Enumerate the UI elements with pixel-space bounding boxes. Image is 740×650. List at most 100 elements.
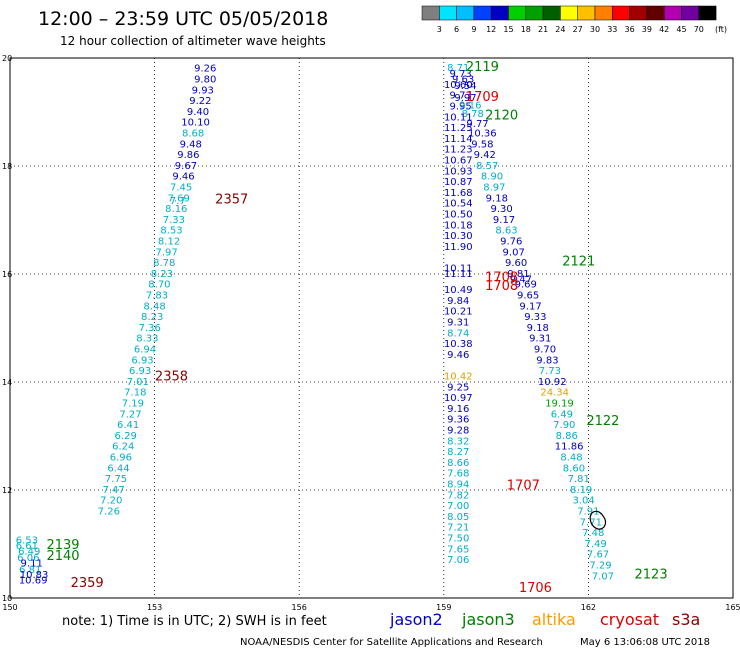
satellite-legend-entry: altika (532, 610, 576, 629)
wave-height-point: 9.26 (194, 64, 216, 75)
wave-height-point: 10.38 (444, 339, 473, 350)
colorbar-label: 24 (555, 25, 565, 34)
wave-height-point: 7.91 (577, 507, 599, 518)
wave-height-point: 7.50 (447, 534, 469, 545)
wave-height-point: 8.32 (447, 436, 469, 447)
wave-height-point: 10.54 (444, 199, 473, 210)
wave-height-point: 8.05 (447, 512, 469, 523)
wave-height-point: 8.70 (148, 280, 170, 291)
wave-height-point: 10.49 (444, 285, 473, 296)
x-tick-label: 159 (436, 603, 451, 612)
wave-height-point: 8.97 (483, 183, 505, 194)
wave-height-point: 8.48 (143, 301, 165, 312)
wave-height-point: 7.20 (100, 496, 122, 507)
wave-height-point: 9.63 (452, 75, 474, 86)
wave-height-point: 6.06 (17, 553, 39, 564)
pass-label: 1708 (485, 279, 518, 294)
satellite-legend: jason2 jason3 altika cryosat s3a (389, 610, 700, 629)
pass-label: 1707 (507, 479, 540, 494)
plot-frame (9, 57, 734, 599)
colorbar-swatch (629, 5, 648, 21)
wave-height-point: 7.69 (168, 193, 190, 204)
wave-height-point: 8.71 (447, 63, 469, 74)
wave-height-point: 8.74 (447, 328, 469, 339)
pass-label: 2140 (46, 549, 79, 564)
wave-height-point: 10.21 (444, 307, 473, 318)
colorbar-swatch (698, 5, 717, 21)
wave-height-point: 9.86 (177, 150, 199, 161)
wave-height-point: 6.61 (16, 541, 38, 552)
wave-height-point: 9.73 (450, 69, 472, 80)
wave-height-point: 7.47 (102, 485, 124, 496)
wave-height-point: 9.76 (500, 237, 522, 248)
chart-title: 12:00 – 23:59 UTC 05/05/2018 (38, 8, 328, 30)
colorbar-swatch (421, 5, 440, 21)
colorbar-swatch (577, 5, 596, 21)
wave-height-point: 7.45 (170, 183, 192, 194)
wave-height-point: 9.25 (447, 382, 469, 393)
wave-height-point: 6.96 (110, 453, 132, 464)
wave-height-point: 9.28 (447, 426, 469, 437)
colorbar-swatch (594, 5, 613, 21)
wave-height-point: 7.83 (146, 291, 168, 302)
x-tick-label: 153 (147, 603, 162, 612)
wave-height-point: 7.29 (589, 561, 611, 572)
wave-height-point: 10.67 (444, 156, 473, 167)
x-tick-label: 162 (581, 603, 596, 612)
wave-height-point: 7.48 (582, 528, 604, 539)
wave-height-point: 8.78 (462, 109, 484, 120)
wave-height-points: 9.269.809.939.229.4010.108.689.489.869.6… (16, 63, 614, 586)
wave-height-point: 9.11 (21, 558, 43, 569)
wave-height-point: 8.60 (563, 463, 585, 474)
satellite-legend-entry: jason3 (461, 610, 515, 629)
colorbar-label: 18 (521, 25, 531, 34)
colorbar-label: 27 (573, 25, 583, 34)
wave-height-point: 10.50 (444, 210, 473, 221)
x-tick-label: 150 (2, 603, 17, 612)
wave-height-point: 7.36 (139, 323, 161, 334)
colorbar-label: 21 (538, 25, 548, 34)
wave-height-point: 10.36 (468, 129, 497, 140)
wave-height-point: 7.07 (592, 571, 614, 582)
wave-height-point: 8.94 (447, 480, 469, 491)
axis-ticks: 150 153 156 159 162 165 10 12 14 16 18 20 (2, 54, 740, 612)
colorbar-label: 39 (642, 25, 652, 34)
colorbar-swatch (612, 5, 630, 21)
pass-label: 1706 (519, 581, 552, 596)
wave-height-point: 9.17 (493, 215, 515, 226)
satellite-legend-entry: cryosat (600, 610, 659, 629)
colorbar-swatch (663, 5, 682, 21)
wave-height-point: 11.23 (444, 145, 473, 156)
wave-height-point: 7.01 (127, 377, 149, 388)
wave-height-point: 7.33 (163, 215, 185, 226)
wave-height-point: 10.97 (444, 393, 473, 404)
wave-height-point: 6.94 (134, 345, 156, 356)
colorbar-swatch (473, 5, 492, 21)
pass-label: 2359 (71, 576, 104, 591)
wave-height-point: 9.69 (515, 280, 537, 291)
wave-height-point: 8.27 (447, 447, 469, 458)
colorbar-label: 15 (503, 25, 513, 34)
wave-height-point: 11.68 (444, 188, 473, 199)
wave-height-point: 7.27 (119, 409, 141, 420)
wave-height-point: 8.86 (556, 431, 578, 442)
wave-height-point: 6.49 (18, 546, 40, 557)
wave-height-point: 9.18 (486, 193, 508, 204)
wave-height-point: 7.21 (447, 523, 469, 534)
y-tick-label: 20 (2, 54, 12, 63)
wave-height-point: 9.40 (187, 107, 209, 118)
pass-label: 2123 (635, 568, 668, 583)
wave-height-point: 7.06 (447, 555, 469, 566)
wave-height-point: 8.23 (151, 269, 173, 280)
wave-height-point: 9.18 (527, 323, 549, 334)
wave-height-point: 7.18 (124, 388, 146, 399)
wave-height-point: 6.93 (131, 355, 153, 366)
wave-height-point: 9.42 (474, 150, 496, 161)
pass-label: 2357 (215, 192, 248, 207)
wave-height-point: 10.30 (444, 231, 473, 242)
wave-height-point: 7.68 (447, 469, 469, 480)
pass-label: 1708 (485, 271, 518, 286)
wave-height-point: 7.82 (447, 490, 469, 501)
wave-height-point: 7.97 (156, 247, 178, 258)
